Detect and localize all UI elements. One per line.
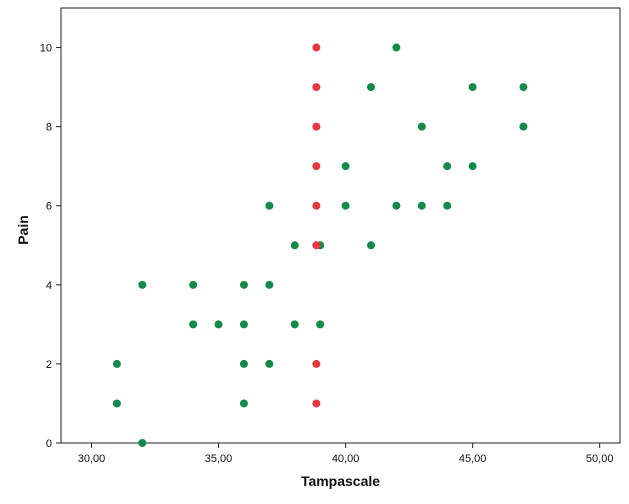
red-data-point — [312, 241, 321, 250]
green-data-point — [341, 162, 350, 171]
green-data-point — [341, 201, 350, 210]
green-data-point — [417, 201, 426, 210]
green-data-point — [265, 280, 274, 289]
green-data-point — [214, 320, 223, 329]
x-tick-label: 30,00 — [78, 453, 106, 465]
green-data-point — [138, 439, 147, 447]
green-data-point — [189, 280, 198, 289]
red-data-point — [312, 162, 321, 171]
x-tick-label: 45,00 — [459, 453, 487, 465]
green-data-point — [316, 320, 325, 329]
green-data-point — [519, 83, 528, 92]
x-tick-label: 35,00 — [205, 453, 233, 465]
green-data-point — [392, 201, 401, 210]
x-tick-label: 50,00 — [586, 453, 614, 465]
green-data-point — [417, 122, 426, 131]
green-data-point — [519, 122, 528, 131]
y-tick-label: 10 — [40, 43, 52, 55]
red-data-point — [312, 201, 321, 210]
red-data-point — [312, 399, 321, 408]
green-data-point — [468, 162, 477, 171]
red-data-point — [312, 43, 321, 52]
red-data-point — [312, 83, 321, 92]
y-axis: 0 2 4 6 8 10 — [40, 43, 61, 450]
green-data-point — [265, 359, 274, 368]
green-data-point — [443, 162, 452, 171]
green-data-point — [239, 399, 248, 408]
green-data-point — [443, 201, 452, 210]
green-data-point — [112, 359, 121, 368]
green-data-point — [239, 320, 248, 329]
y-tick-label: 4 — [46, 280, 52, 292]
green-data-point — [138, 280, 147, 289]
red-data-point — [312, 359, 321, 368]
green-data-point — [112, 399, 121, 408]
plot-area — [60, 7, 621, 444]
red-data-point — [312, 122, 321, 131]
green-data-point — [239, 359, 248, 368]
green-data-point — [189, 320, 198, 329]
green-data-point — [290, 241, 299, 250]
data-points — [112, 43, 528, 447]
green-data-point — [468, 83, 477, 92]
green-data-point — [239, 280, 248, 289]
green-data-point — [265, 201, 274, 210]
y-axis-title: Pain — [15, 215, 31, 245]
green-data-point — [366, 83, 375, 92]
y-tick-label: 0 — [46, 438, 52, 450]
y-tick-label: 2 — [46, 359, 52, 371]
green-data-point — [366, 241, 375, 250]
green-data-point — [290, 320, 299, 329]
y-tick-label: 6 — [46, 201, 52, 213]
x-axis-title: Tampascale — [301, 473, 380, 489]
y-tick-label: 8 — [46, 122, 52, 134]
x-axis: 30,00 35,00 40,00 45,00 50,00 — [78, 443, 614, 465]
x-tick-label: 40,00 — [332, 453, 360, 465]
green-data-point — [392, 43, 401, 52]
